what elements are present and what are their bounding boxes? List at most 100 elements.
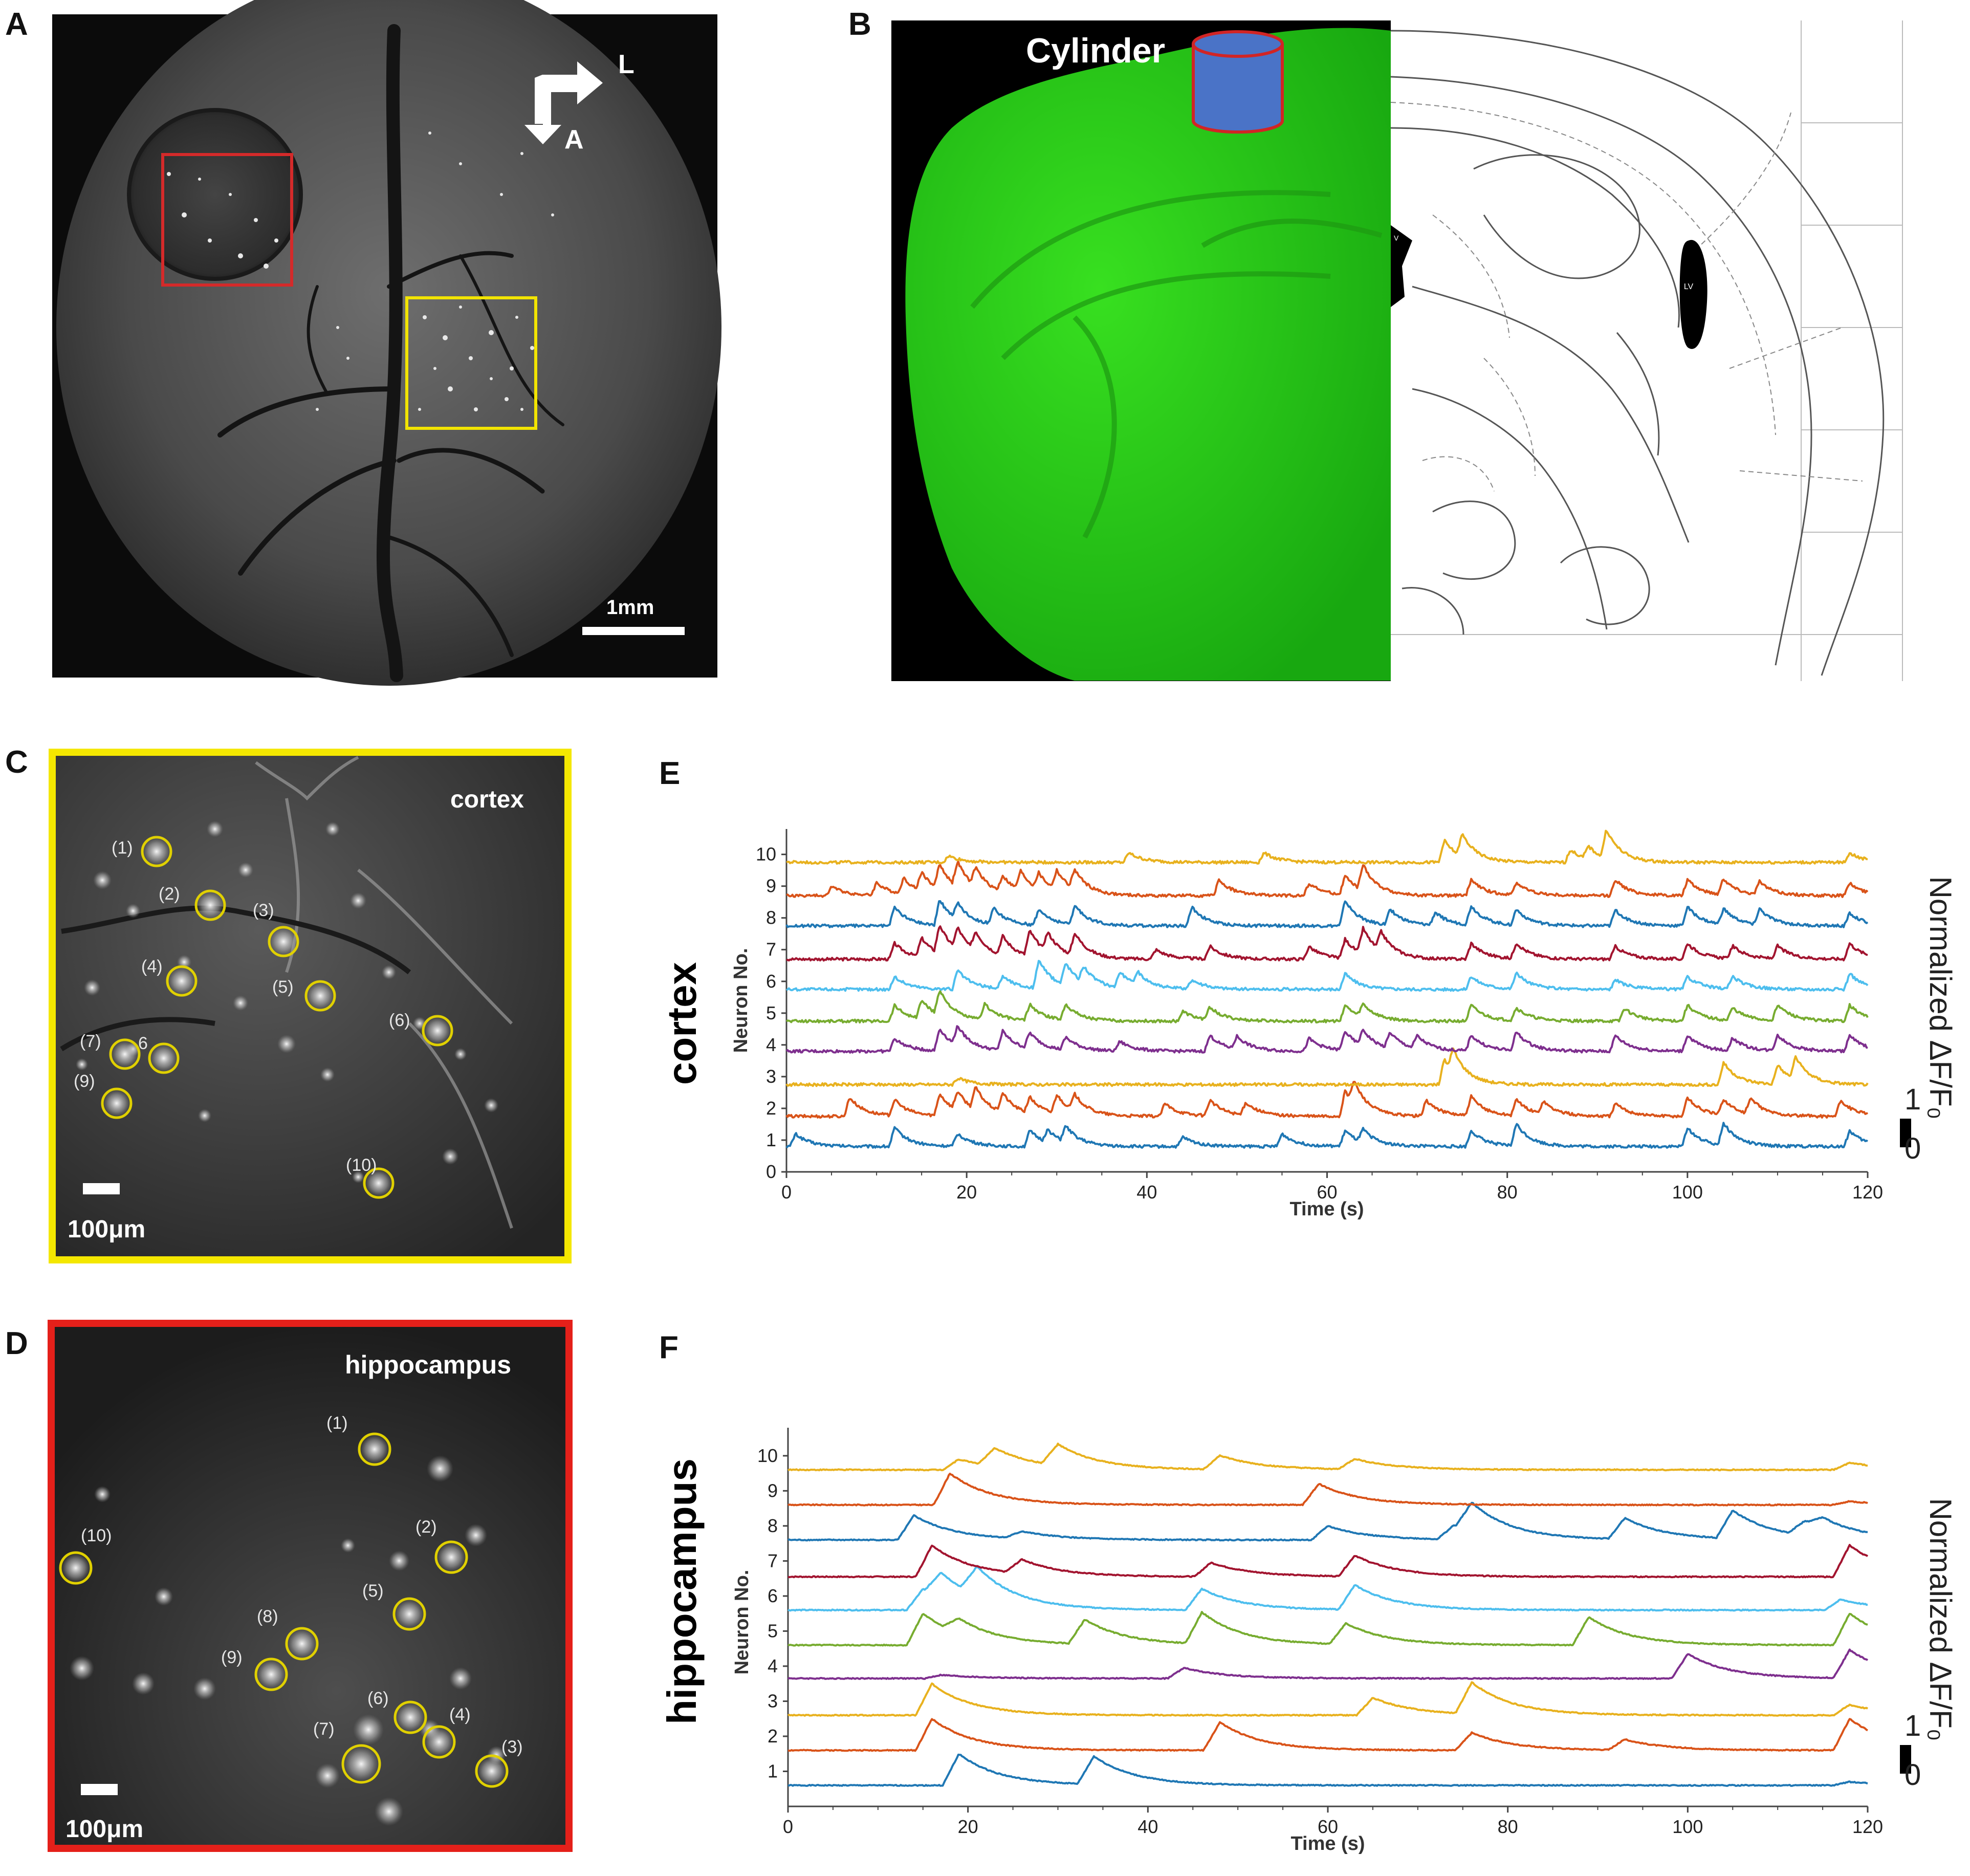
roi-label: (6) (367, 1689, 389, 1708)
x-tick-label: 0 (781, 1182, 792, 1203)
y-tick-label: 10 (757, 1445, 778, 1466)
neuron-trace-9 (787, 1472, 1868, 1507)
third-ventricle (1391, 225, 1412, 307)
df-scalebar (1900, 1119, 1911, 1147)
y-tick-label: 1 (768, 1760, 778, 1781)
cylinder-label: Cylinder (1026, 31, 1165, 70)
hippocampus-row-label: hippocampus (659, 1458, 705, 1725)
cortex-region-label: cortex (450, 786, 524, 813)
y-tick-label: 7 (768, 1550, 778, 1571)
arrow-label-a: A (564, 125, 584, 155)
roi-label: (6) (389, 1011, 410, 1030)
roi-circle (341, 1744, 381, 1784)
roi-circle (101, 1087, 133, 1119)
roi-circle (109, 1038, 141, 1070)
x-tick-label: 60 (1317, 1182, 1337, 1203)
panel-label-e: E (659, 756, 680, 791)
panel-label-c: C (5, 745, 28, 780)
x-tick-label: 100 (1672, 1816, 1703, 1837)
blood-vessels (217, 24, 564, 682)
neuron-trace-2 (785, 1081, 1868, 1119)
roi-circle (268, 926, 299, 957)
y-tick-label: 2 (768, 1726, 778, 1747)
x-tick-label: 40 (1136, 1182, 1157, 1203)
neuron-trace-10 (787, 1443, 1868, 1472)
roi-label: (9) (74, 1072, 95, 1091)
df-scalebar (1900, 1745, 1911, 1774)
roi-circle (422, 1015, 453, 1046)
roi-circle (194, 889, 226, 921)
roi-label: (4) (141, 957, 163, 976)
roi-circle (422, 1725, 456, 1759)
x-tick-label: 120 (1852, 1816, 1883, 1837)
neuron-trace-10 (786, 830, 1868, 865)
panel-label-b: B (848, 7, 871, 42)
roi-circle (434, 1540, 468, 1574)
scalebar-a (582, 627, 685, 635)
scalebar-c (83, 1183, 120, 1194)
x-axis-label: Time (s) (1289, 1198, 1364, 1220)
x-tick-label: 120 (1852, 1182, 1883, 1203)
neuron-trace-3 (787, 1681, 1869, 1717)
roi-label: (5) (272, 977, 294, 997)
labeled-cells-a (167, 132, 554, 411)
panel-a: A (5, 0, 721, 686)
neuron-trace-8 (785, 900, 1869, 928)
roi-label: 6 (138, 1034, 148, 1053)
df-scalebar-bottom-label: 0 (1905, 1758, 1921, 1792)
y-tick-label: 1 (766, 1129, 776, 1150)
roi-label: (2) (159, 884, 180, 904)
panel-b: B (848, 7, 1903, 681)
arrow-label-l: L (618, 50, 634, 79)
roi-circle (285, 1627, 319, 1661)
y-tick-label: 9 (768, 1480, 778, 1501)
y-tick-label: 3 (768, 1690, 778, 1711)
roi-label: (1) (326, 1413, 348, 1433)
atlas-label-v: V (1394, 234, 1399, 242)
x-tick-label: 20 (956, 1182, 977, 1203)
tissue-structure-lines (970, 190, 1383, 539)
roi-circle (166, 965, 198, 997)
cortex-row-label: cortex (659, 962, 705, 1085)
panel-d: D (1) (2) (3) (4) (5) (6) (5, 1320, 573, 1852)
cortex-roi-box (405, 296, 537, 430)
y-axis-label: Neuron No. (730, 948, 752, 1053)
roi-label: (10) (81, 1526, 112, 1545)
roi-label: (5) (362, 1581, 384, 1601)
y-tick-label: 8 (768, 1515, 778, 1536)
y-tick-label: 2 (766, 1098, 776, 1119)
scalebar-d (81, 1784, 118, 1795)
roi-circle (392, 1597, 426, 1631)
y-tick-label: 6 (766, 971, 776, 992)
normalized-df-label: Normalized ΔF/F₀ (1923, 876, 1958, 1119)
roi-label: (7) (80, 1032, 101, 1051)
brain-section-fluorescence (905, 28, 1391, 681)
atlas-diagram: LV V (1390, 20, 1903, 681)
neuron-trace-7 (787, 1544, 1869, 1579)
neuron-trace-1 (787, 1753, 1868, 1787)
panel-c: C (5, 745, 572, 1263)
df-scalebar-top-label: 1 (1905, 1083, 1921, 1116)
x-tick-label: 60 (1318, 1816, 1338, 1837)
neuron-trace-4 (787, 1648, 1869, 1680)
cranial-window (127, 108, 303, 281)
roi-circle (59, 1551, 93, 1585)
neuron-trace-5 (785, 990, 1869, 1024)
x-tick-label: 0 (783, 1816, 793, 1837)
roi-label: (10) (346, 1155, 377, 1175)
atlas-label-lv: LV (1684, 282, 1694, 291)
x-tick-label: 40 (1137, 1816, 1158, 1837)
cortex-dark-vessels (60, 905, 411, 1052)
roi-circle (393, 1700, 427, 1734)
roi-label: (8) (257, 1607, 278, 1626)
normalized-df-label: Normalized ΔF/F₀ (1923, 1498, 1958, 1741)
neuron-trace-4 (785, 1025, 1868, 1054)
y-tick-label: 5 (768, 1620, 778, 1641)
y-tick-label: 8 (766, 907, 776, 928)
roi-label: (2) (415, 1517, 437, 1537)
y-tick-label: 3 (766, 1066, 776, 1087)
roi-circle (148, 1042, 180, 1074)
neuron-trace-6 (787, 1566, 1868, 1612)
